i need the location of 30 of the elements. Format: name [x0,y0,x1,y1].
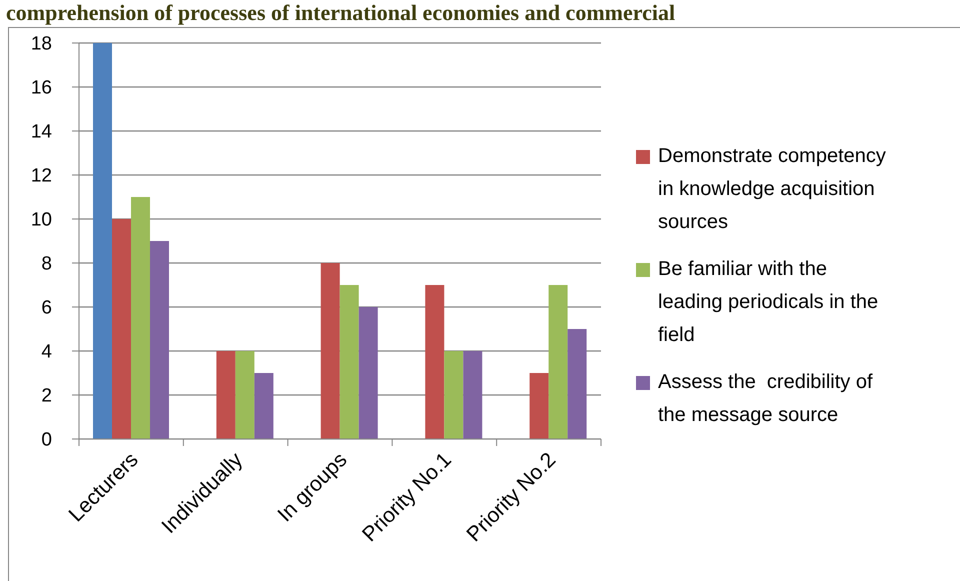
bar [112,219,131,439]
bar [216,351,236,439]
bar [150,241,169,439]
y-tick-label: 8 [41,254,52,275]
bar [340,285,359,439]
bar [530,373,549,439]
legend-label: Demonstrate competency in knowledge acquisition sources [658,144,887,235]
y-tick-label: 16 [30,78,52,99]
y-tick-label: 2 [41,386,52,407]
y-tick-label: 14 [30,122,52,143]
bar [548,285,568,439]
chart-title: comprehension of processes of international economies and commercial [6,0,676,26]
y-tick-label: 18 [30,34,52,55]
bar [254,373,274,439]
bar [425,285,444,439]
bar [444,351,464,439]
bar [93,43,112,439]
y-tick-label: 6 [41,298,52,319]
bar [463,351,482,439]
bar [320,263,340,439]
y-tick-label: 4 [41,342,52,363]
legend-label: Assess the credibility of the message source [658,370,874,428]
y-tick-label: 12 [30,166,52,187]
y-tick-label: 10 [30,210,52,231]
bar [131,197,150,439]
legend-label: Be familiar with the leading periodicals in the field [658,257,880,348]
y-tick-label: 0 [41,430,52,451]
bar [235,351,254,439]
bar [358,307,378,439]
bar [568,329,587,439]
